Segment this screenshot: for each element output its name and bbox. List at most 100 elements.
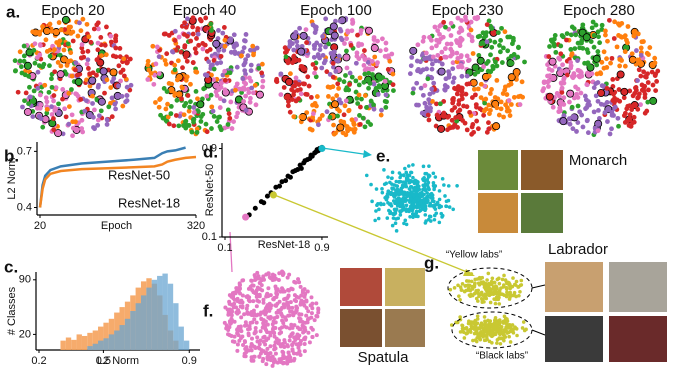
embedding-point bbox=[429, 46, 434, 51]
embedding-point bbox=[110, 69, 117, 76]
embedding-point bbox=[112, 102, 117, 107]
embedding-point bbox=[568, 47, 573, 52]
embedding-point bbox=[37, 30, 42, 35]
embedding-point bbox=[478, 327, 482, 331]
embedding-point bbox=[559, 81, 564, 86]
embedding-point bbox=[86, 66, 91, 71]
embedding-point bbox=[209, 104, 214, 109]
embedding-point bbox=[249, 321, 253, 325]
embedding-point bbox=[643, 95, 648, 100]
embedding-point bbox=[50, 112, 55, 117]
embedding-point bbox=[608, 61, 613, 66]
embedding-point bbox=[176, 123, 181, 128]
embedding-point bbox=[522, 320, 526, 324]
embedding-point bbox=[455, 125, 460, 130]
embedding-point bbox=[70, 30, 75, 35]
embedding-point bbox=[331, 123, 336, 128]
embedding-point bbox=[242, 38, 247, 43]
embedding-point bbox=[605, 39, 610, 44]
embedding-point bbox=[631, 93, 636, 98]
embedding-point bbox=[322, 60, 327, 65]
embedding-point bbox=[399, 203, 403, 207]
embedding-point bbox=[348, 71, 353, 76]
embedding-point bbox=[605, 119, 610, 124]
embedding-point bbox=[236, 343, 240, 347]
embedding-point bbox=[248, 96, 253, 101]
embedding-point bbox=[358, 75, 363, 80]
embedding-point bbox=[518, 290, 522, 294]
embedding-point bbox=[431, 193, 435, 197]
embedding-point bbox=[377, 83, 382, 88]
cluster-label: “Yellow labs” bbox=[446, 250, 502, 261]
embedding-point bbox=[429, 215, 433, 219]
scatter-point bbox=[299, 166, 304, 171]
embedding-point bbox=[497, 296, 501, 300]
embedding-point bbox=[409, 63, 414, 68]
embedding-point bbox=[457, 294, 461, 298]
embedding-point bbox=[347, 82, 352, 87]
embedding-point bbox=[489, 301, 493, 305]
embedding-point bbox=[610, 77, 615, 82]
embedding-point bbox=[98, 35, 103, 40]
embedding-point bbox=[489, 289, 493, 293]
embedding-point bbox=[68, 50, 73, 55]
embedding-point bbox=[257, 300, 261, 304]
embedding-point bbox=[315, 333, 319, 337]
embedding-point bbox=[191, 60, 196, 65]
embedding-point bbox=[213, 40, 220, 47]
embedding-point bbox=[71, 39, 76, 44]
embedding-point bbox=[374, 209, 378, 213]
embedding-point bbox=[503, 329, 507, 333]
embedding-point bbox=[473, 285, 477, 289]
embedding-point bbox=[596, 128, 601, 133]
embedding-point bbox=[489, 26, 494, 31]
embedding-point bbox=[509, 340, 513, 344]
embedding-point bbox=[173, 29, 178, 34]
embedding-point bbox=[584, 105, 589, 110]
embedding-point bbox=[570, 105, 575, 110]
embedding-point bbox=[31, 48, 36, 53]
embedding-point bbox=[53, 106, 58, 111]
image bbox=[545, 316, 603, 362]
embedding-point bbox=[201, 86, 206, 91]
embedding-point bbox=[113, 46, 118, 51]
embedding-point bbox=[228, 302, 232, 306]
embedding-point bbox=[489, 87, 494, 92]
embedding-point bbox=[296, 277, 300, 281]
embedding-point bbox=[66, 122, 71, 127]
embedding-point bbox=[585, 118, 590, 123]
embedding-point bbox=[558, 51, 563, 56]
histogram-bar bbox=[93, 344, 98, 350]
embedding-point bbox=[342, 79, 347, 84]
embedding-point bbox=[258, 313, 262, 317]
embedding-point bbox=[248, 48, 253, 53]
embedding-point bbox=[182, 112, 187, 117]
embedding-point bbox=[429, 87, 434, 92]
embedding-point bbox=[448, 54, 453, 59]
embedding-point bbox=[517, 285, 521, 289]
embedding-point bbox=[622, 113, 627, 118]
embedding-point bbox=[408, 192, 412, 196]
embedding-point bbox=[271, 355, 275, 359]
embedding-point bbox=[345, 66, 350, 71]
embedding-point bbox=[228, 333, 232, 337]
embedding-point bbox=[300, 32, 307, 39]
embedding-point bbox=[515, 327, 519, 331]
embedding-point bbox=[557, 94, 562, 99]
embedding-point bbox=[302, 304, 306, 308]
embedding-point bbox=[447, 72, 452, 77]
embedding-point bbox=[291, 287, 295, 291]
embedding-point bbox=[70, 74, 75, 79]
embedding-point bbox=[240, 76, 245, 81]
embedding-point bbox=[295, 88, 300, 93]
embedding-point bbox=[490, 282, 494, 286]
embedding-point bbox=[255, 335, 259, 339]
embedding-point bbox=[66, 41, 71, 46]
embedding-point bbox=[378, 48, 383, 53]
embedding-point bbox=[229, 37, 234, 42]
embedding-point bbox=[311, 22, 316, 27]
embedding-point bbox=[76, 34, 81, 39]
embedding-point bbox=[439, 50, 444, 55]
embedding-point bbox=[639, 46, 644, 51]
histogram-bar bbox=[66, 338, 71, 350]
